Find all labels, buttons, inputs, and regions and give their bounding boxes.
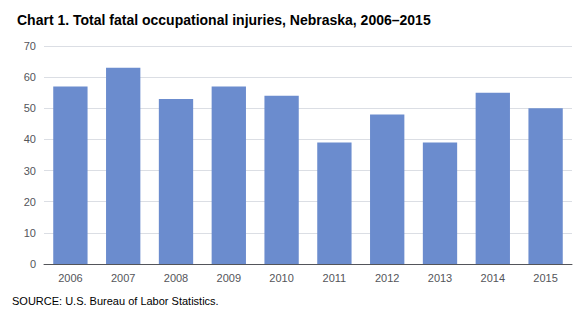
svg-text:2013: 2013 bbox=[428, 272, 452, 284]
svg-text:2012: 2012 bbox=[375, 272, 399, 284]
svg-text:2015: 2015 bbox=[533, 272, 557, 284]
svg-text:2014: 2014 bbox=[481, 272, 505, 284]
svg-text:Chart 1. Total fatal occupatio: Chart 1. Total fatal occupational injuri… bbox=[17, 12, 431, 28]
svg-text:2009: 2009 bbox=[217, 272, 241, 284]
svg-text:20: 20 bbox=[24, 196, 36, 208]
svg-text:2011: 2011 bbox=[323, 272, 347, 284]
svg-text:2010: 2010 bbox=[269, 272, 293, 284]
svg-text:2008: 2008 bbox=[164, 272, 188, 284]
svg-text:40: 40 bbox=[24, 133, 36, 145]
svg-text:2006: 2006 bbox=[58, 272, 82, 284]
svg-text:70: 70 bbox=[24, 40, 36, 52]
svg-text:30: 30 bbox=[24, 165, 36, 177]
svg-text:10: 10 bbox=[24, 227, 36, 239]
svg-text:SOURCE: U.S. Bureau of Labor S: SOURCE: U.S. Bureau of Labor Statistics. bbox=[12, 295, 219, 307]
svg-text:60: 60 bbox=[24, 71, 36, 83]
svg-text:0: 0 bbox=[30, 258, 36, 270]
svg-text:2007: 2007 bbox=[111, 272, 135, 284]
svg-text:50: 50 bbox=[24, 102, 36, 114]
